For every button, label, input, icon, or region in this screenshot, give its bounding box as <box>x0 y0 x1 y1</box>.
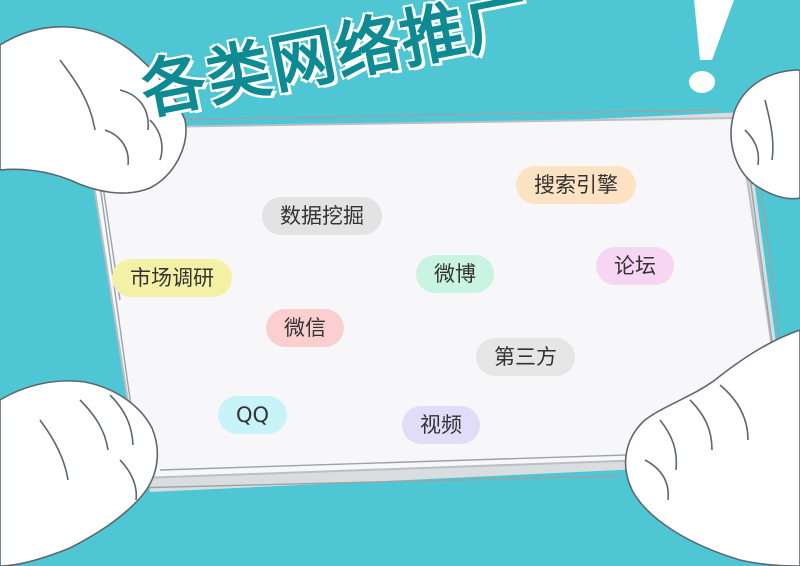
hand-top-right <box>730 69 800 200</box>
tag-market-research: 市场调研 <box>112 259 232 297</box>
tag-search-engine: 搜索引擎 <box>516 166 636 204</box>
tag-weibo: 微博 <box>416 255 494 293</box>
hand-bottom-right <box>624 329 800 566</box>
tag-video: 视频 <box>402 406 480 444</box>
tag-wechat: 微信 <box>266 309 344 347</box>
exclamation-mark-icon <box>689 0 734 93</box>
tag-third-party: 第三方 <box>476 338 575 376</box>
tag-data-mining: 数据挖掘 <box>262 197 382 235</box>
hand-top-left <box>0 26 187 194</box>
hand-bottom-left <box>0 380 159 566</box>
tag-forum: 论坛 <box>596 247 674 285</box>
tag-qq: QQ <box>218 396 288 434</box>
